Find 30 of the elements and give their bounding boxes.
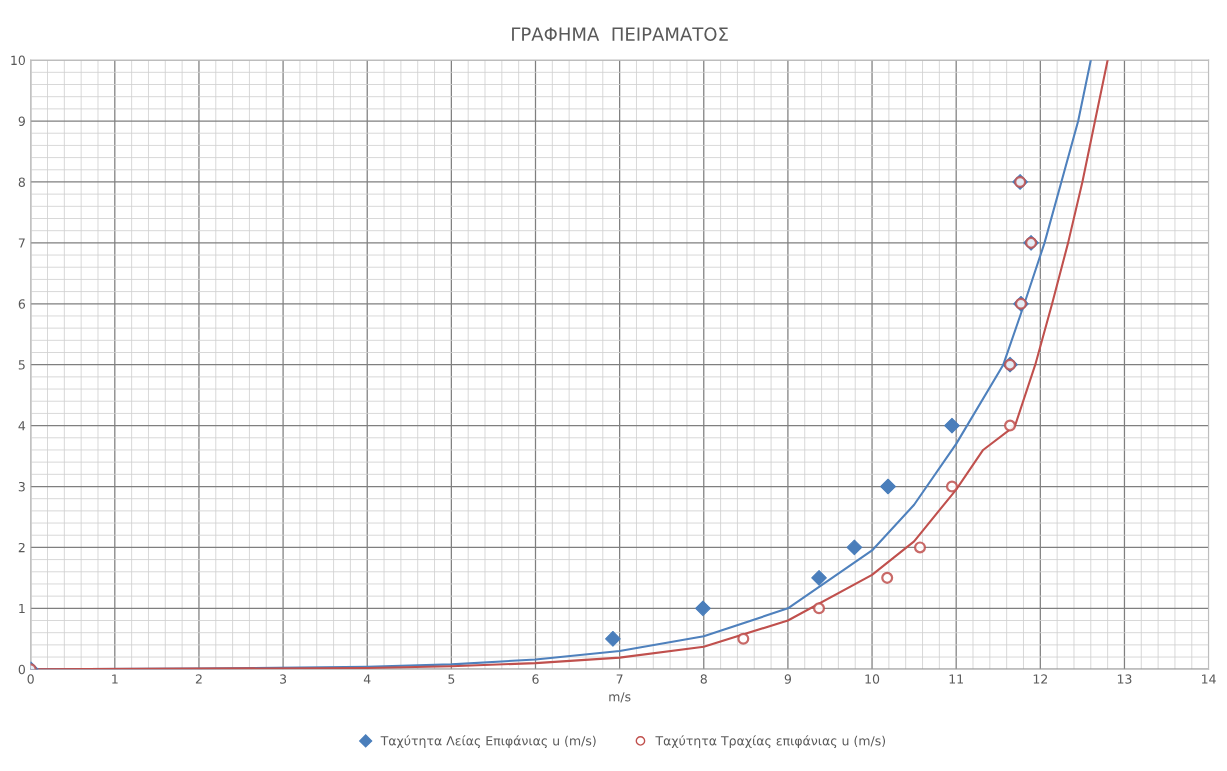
x-tick-label: 12 xyxy=(1033,674,1048,684)
x-tick-label: 10 xyxy=(865,674,880,684)
x-tick-label: 1 xyxy=(112,674,118,684)
x-tick-label: 6 xyxy=(532,674,539,684)
x-axis-title: m/s xyxy=(609,692,631,703)
y-tick-label: 10 xyxy=(11,55,25,66)
x-tick-label: 7 xyxy=(616,674,623,684)
x-tick-label: 5 xyxy=(448,674,455,684)
y-tick-label: 7 xyxy=(18,238,25,248)
y-tick-label: 8 xyxy=(18,177,25,187)
x-tick-label: 3 xyxy=(280,674,287,684)
x-tick-label: 13 xyxy=(1117,674,1132,684)
x-tick-label: 11 xyxy=(949,674,963,684)
y-tick-label: 5 xyxy=(18,360,25,370)
x-tick-label: 9 xyxy=(784,674,792,684)
chart-title: ΓΡΑΦΗΜΑ ΠΕΙΡΑΜΑΤΟΣ xyxy=(512,27,728,41)
y-tick-label: 0 xyxy=(18,664,25,675)
y-tick-label: 3 xyxy=(18,481,25,492)
y-tick-label: 2 xyxy=(18,542,25,553)
x-tick-label: 0 xyxy=(27,674,34,684)
y-tick-label: 1 xyxy=(19,603,25,614)
y-tick-label: 4 xyxy=(18,421,26,431)
x-tick-label: 4 xyxy=(363,674,371,684)
legend-label: Ταχύτητα Τραχίας επιφάνιας u (m/s) xyxy=(655,735,886,748)
x-tick-label: 8 xyxy=(700,674,707,684)
legend-label: Ταχύτητα Λείας Επιφάνιας u (m/s) xyxy=(380,735,596,748)
x-tick-label: 2 xyxy=(195,674,202,684)
y-tick-label: 9 xyxy=(18,116,25,126)
x-tick-label: 14 xyxy=(1202,674,1216,684)
y-tick-label: 6 xyxy=(18,299,26,309)
